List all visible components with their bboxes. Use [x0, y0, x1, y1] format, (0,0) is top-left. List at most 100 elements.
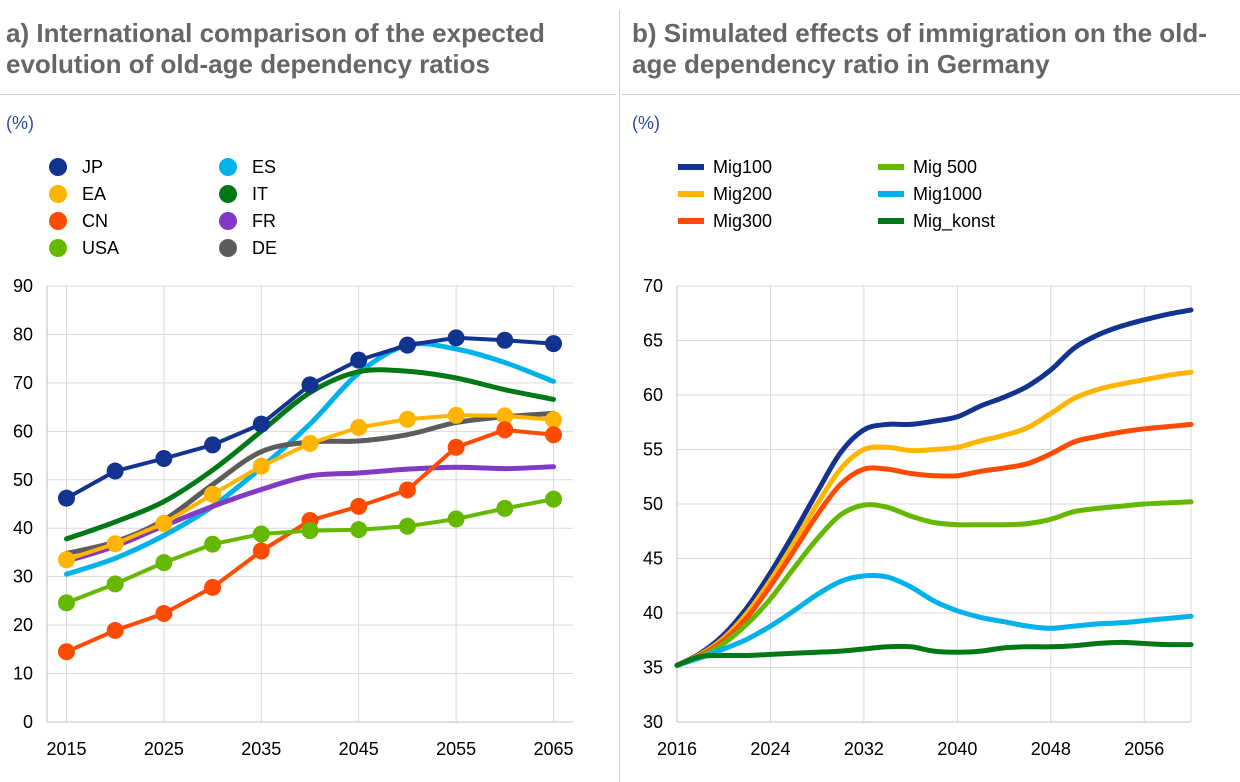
legend-swatch-ea	[49, 185, 67, 203]
data-point-usa	[301, 522, 319, 540]
data-point-usa	[350, 521, 368, 539]
data-point-jp	[447, 329, 465, 347]
data-point-jp	[106, 462, 124, 480]
chart-a: 0 10 20 30 40 50 60 70 80 90 2015 2025 2035 2045 2055 2…	[13, 157, 574, 759]
series-line-mig200	[674, 369, 1194, 668]
x-tick-label: 2025	[144, 739, 184, 759]
panel-separator	[619, 10, 620, 782]
legend-label-cn: CN	[82, 211, 108, 231]
y-tick-label: 20	[13, 615, 33, 635]
data-point-usa	[204, 535, 222, 553]
data-point-ea	[155, 514, 173, 532]
legend-swatch-es	[219, 158, 237, 176]
x-tick-label: 2035	[241, 739, 281, 759]
data-point-cn	[447, 438, 465, 456]
data-point-cn	[57, 643, 75, 661]
y-tick-label: 10	[13, 664, 33, 684]
y-tick-label: 40	[643, 603, 663, 623]
data-point-jp	[301, 376, 319, 394]
data-point-jp	[398, 336, 416, 354]
y-tick-label: 50	[643, 494, 663, 514]
data-point-usa	[57, 594, 75, 612]
legend-label-ea: EA	[82, 184, 106, 204]
data-point-cn	[252, 542, 270, 560]
x-tick-label: 2032	[844, 739, 884, 759]
data-point-usa	[496, 499, 514, 517]
y-tick-label: 0	[23, 712, 33, 732]
chart-b: 30 35 40 45 50 55 60 65 70 2016 2024 2032 2040 2048 20…	[643, 157, 1194, 759]
series-line-mig1000	[674, 572, 1194, 668]
y-tick-label: 30	[13, 567, 33, 587]
chart-a-title-divider	[0, 94, 616, 95]
data-point-usa	[155, 554, 173, 572]
chart-a-title: a) International comparison of the expec…	[6, 18, 545, 79]
y-tick-label: 60	[13, 421, 33, 441]
data-point-ea	[301, 434, 319, 452]
legend-label-jp: JP	[82, 157, 103, 177]
legend-label-es: ES	[252, 157, 276, 177]
chart-b-title-divider	[622, 94, 1240, 95]
legend-swatch-cn	[49, 212, 67, 230]
data-point-cn	[155, 604, 173, 622]
data-point-ea	[204, 485, 222, 503]
data-point-cn	[545, 426, 563, 444]
y-tick-label: 60	[643, 385, 663, 405]
y-tick-label: 80	[13, 324, 33, 344]
series-line-mig-konst	[674, 639, 1194, 668]
x-tick-label: 2045	[339, 739, 379, 759]
data-point-cn	[106, 621, 124, 639]
data-point-usa	[545, 490, 563, 508]
y-tick-label: 90	[13, 276, 33, 296]
data-point-jp	[350, 351, 368, 369]
y-tick-label: 70	[643, 276, 663, 296]
series-line-mig100	[674, 307, 1194, 668]
data-point-jp	[57, 489, 75, 507]
data-point-ea	[447, 406, 465, 424]
data-point-jp	[252, 415, 270, 433]
legend-label-it: IT	[252, 184, 268, 204]
data-point-ea	[57, 551, 75, 569]
data-point-ea	[496, 407, 514, 425]
y-tick-label: 35	[643, 658, 663, 678]
data-point-cn	[496, 421, 514, 439]
legend-label-mig-konst: Mig_konst	[913, 211, 995, 232]
legend-swatch-fr	[219, 212, 237, 230]
data-point-ea	[106, 535, 124, 553]
y-tick-label: 50	[13, 470, 33, 490]
data-point-jp	[496, 331, 514, 349]
x-tick-label: 2024	[750, 739, 790, 759]
y-tick-label: 70	[13, 373, 33, 393]
chart-b-unit-label: (%)	[632, 113, 660, 133]
data-point-ea	[350, 418, 368, 436]
y-tick-label: 30	[643, 712, 663, 732]
data-point-jp	[204, 436, 222, 454]
legend-label-usa: USA	[82, 238, 119, 258]
legend-label-mig200: Mig200	[713, 184, 772, 204]
legend-label-mig100: Mig100	[713, 157, 772, 177]
x-tick-label: 2055	[436, 739, 476, 759]
x-tick-label: 2056	[1124, 739, 1164, 759]
y-tick-label: 40	[13, 518, 33, 538]
legend-swatch-usa	[49, 239, 67, 257]
data-point-jp	[545, 335, 563, 353]
x-tick-label: 2015	[46, 739, 86, 759]
data-point-ea	[398, 410, 416, 428]
x-tick-label: 2048	[1031, 739, 1071, 759]
y-tick-label: 45	[643, 549, 663, 569]
series-line-mig-500	[674, 499, 1194, 668]
data-point-ea	[545, 411, 563, 429]
data-point-usa	[398, 517, 416, 535]
series-line-fr	[64, 464, 556, 564]
x-tick-label: 2065	[533, 739, 573, 759]
x-tick-label: 2016	[657, 739, 697, 759]
chart-a-unit-label: (%)	[6, 113, 34, 133]
legend-label-mig1000: Mig1000	[913, 184, 982, 204]
legend-label-mig300: Mig300	[713, 211, 772, 231]
data-point-usa	[252, 525, 270, 543]
legend-label-de: DE	[252, 238, 277, 258]
data-point-cn	[398, 481, 416, 499]
series-line-es	[64, 341, 556, 577]
legend-swatch-de	[219, 239, 237, 257]
data-point-jp	[155, 449, 173, 467]
y-tick-label: 65	[643, 331, 663, 351]
